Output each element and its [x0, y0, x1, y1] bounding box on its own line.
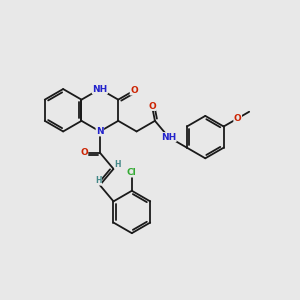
Text: N: N: [96, 127, 104, 136]
Text: H: H: [115, 160, 121, 169]
Text: Cl: Cl: [127, 168, 137, 177]
Text: NH: NH: [92, 85, 107, 94]
Text: O: O: [80, 148, 88, 157]
Text: O: O: [148, 101, 156, 110]
Text: NH: NH: [161, 133, 176, 142]
Text: O: O: [130, 86, 138, 95]
Text: H: H: [95, 176, 102, 185]
Text: O: O: [234, 114, 242, 123]
